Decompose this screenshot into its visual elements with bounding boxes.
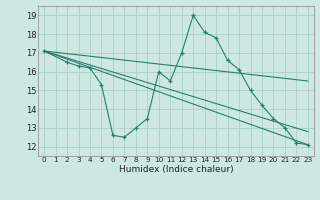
X-axis label: Humidex (Indice chaleur): Humidex (Indice chaleur) — [119, 165, 233, 174]
